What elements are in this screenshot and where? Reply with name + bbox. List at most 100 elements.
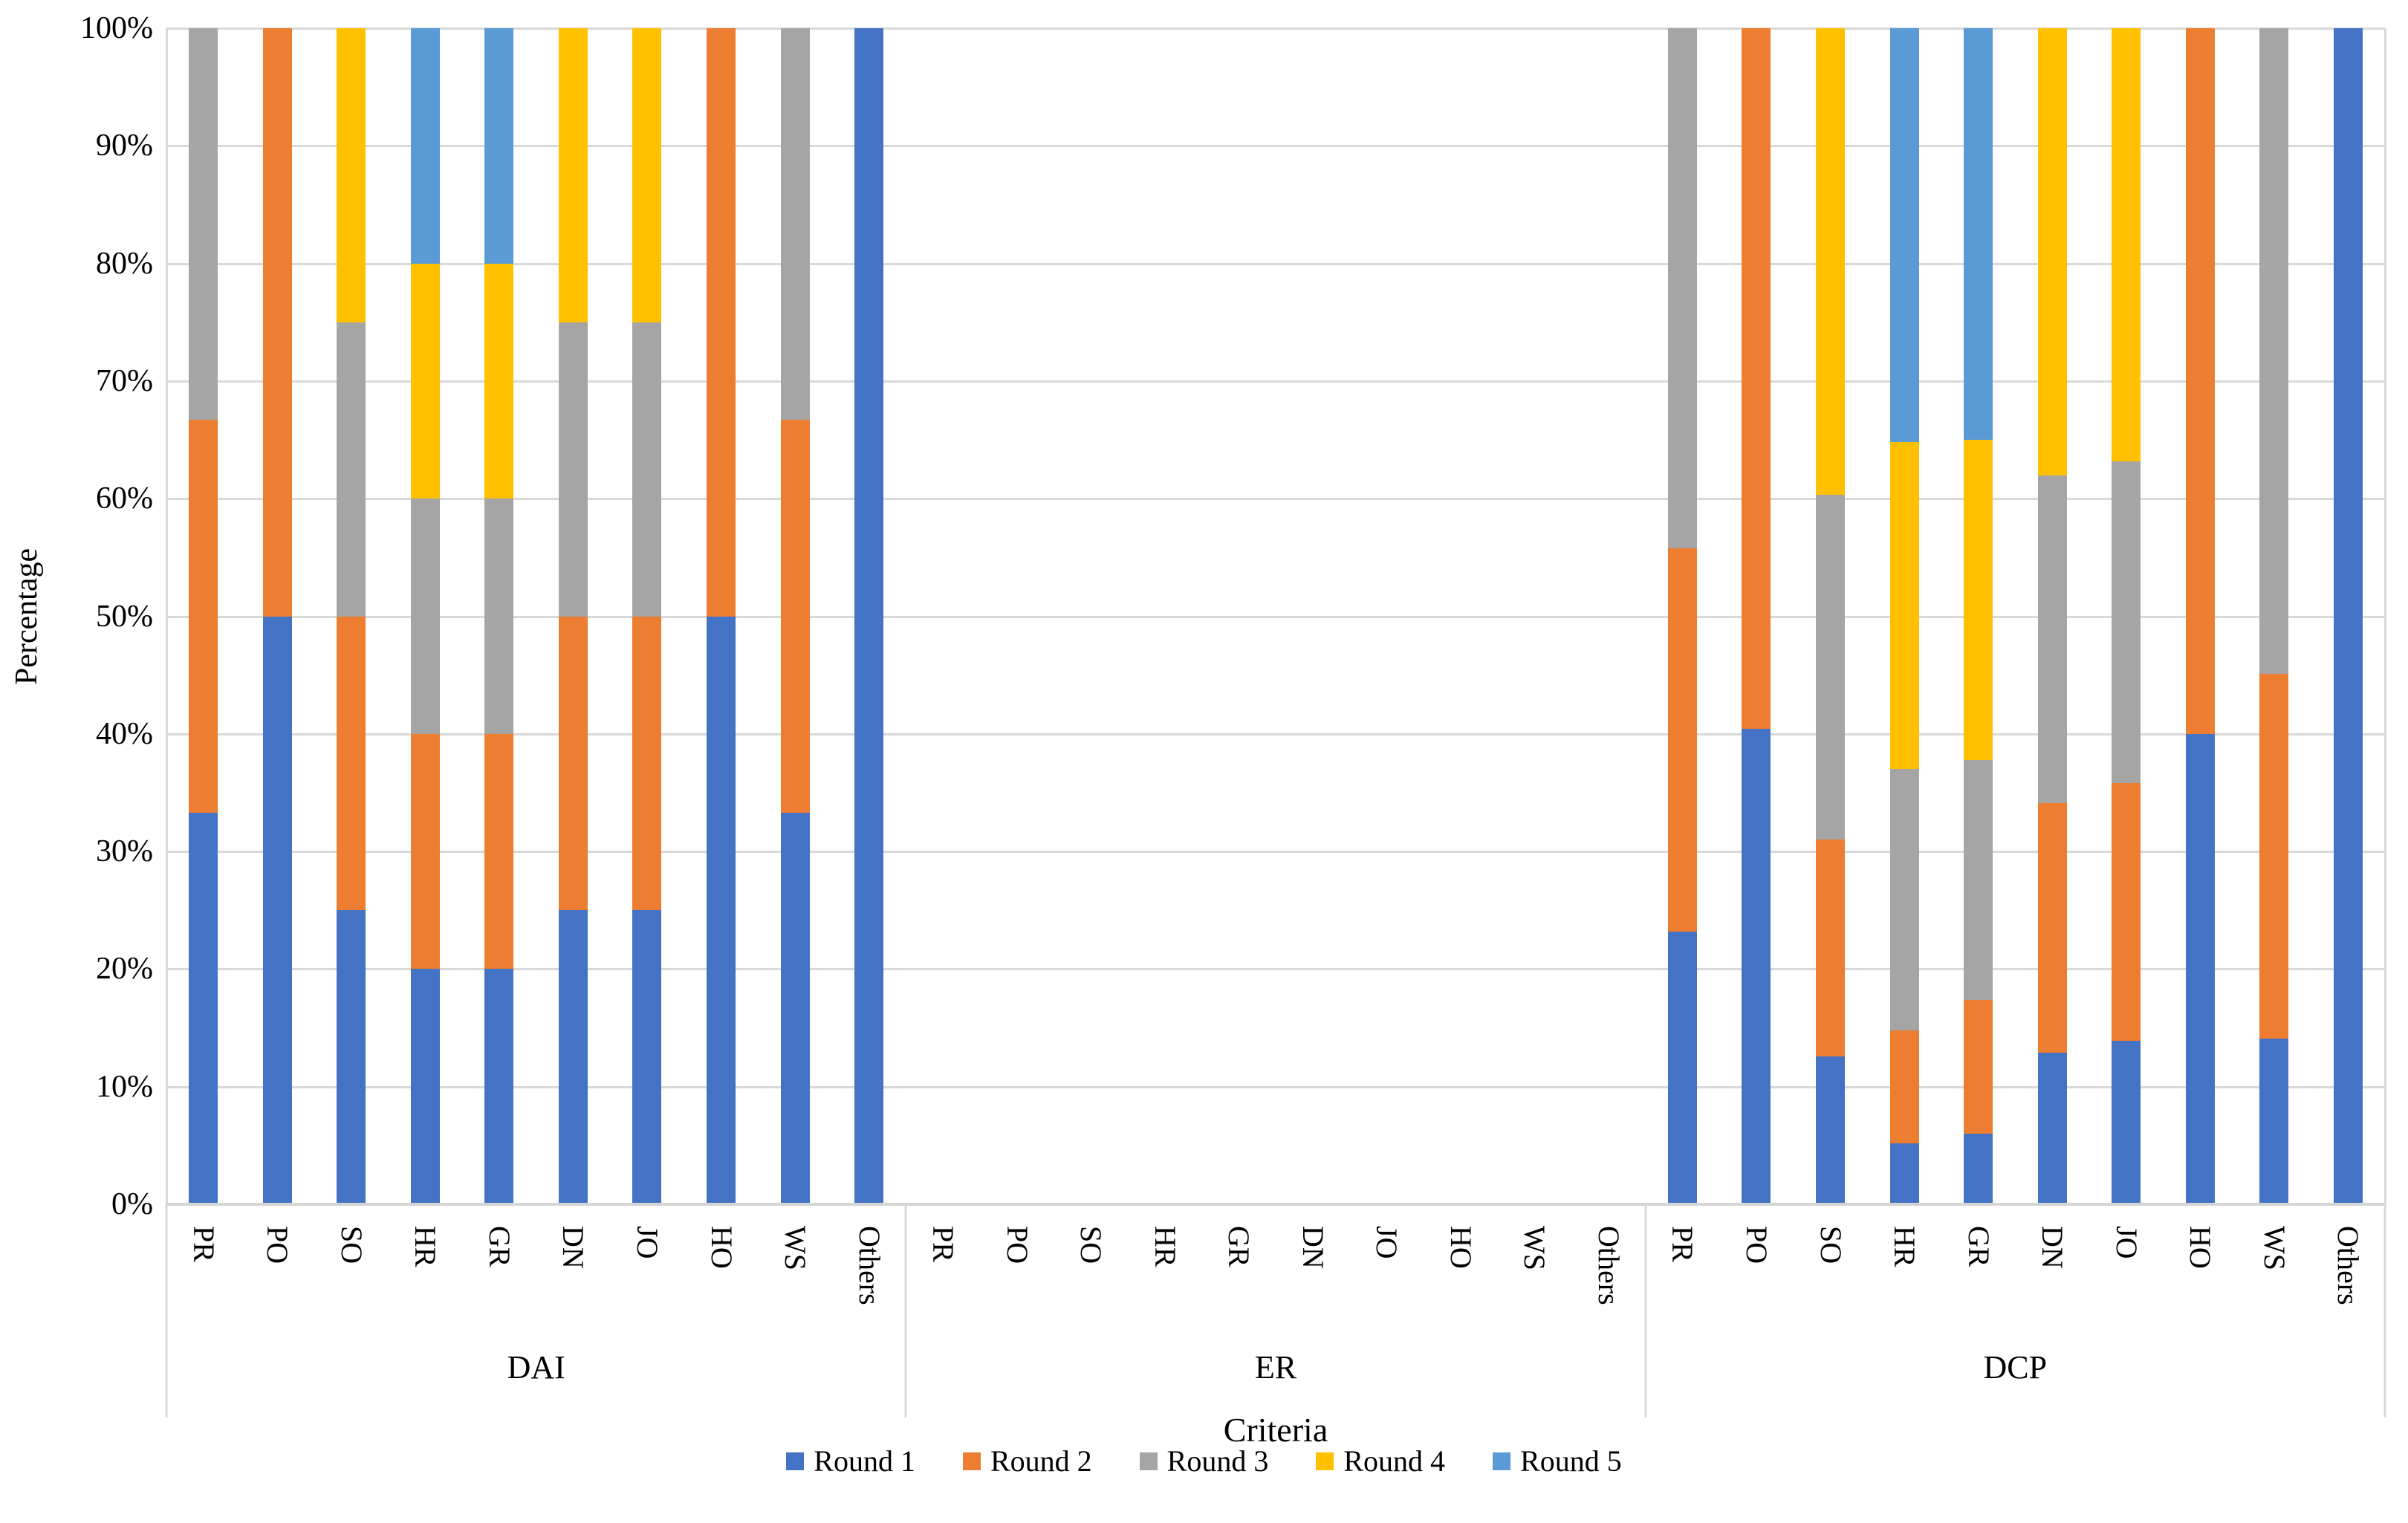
bar-segment-round-4 <box>1816 28 1845 496</box>
gridline <box>166 262 2385 265</box>
gridline <box>166 27 2385 30</box>
category-label-dai-others: Others <box>852 1226 886 1305</box>
bar-segment-round-2 <box>632 616 662 911</box>
y-axis-tick-label: 10% <box>96 1069 153 1104</box>
bar-segment-round-2 <box>337 616 366 911</box>
bar-segment-round-2 <box>558 616 588 911</box>
bar-segment-round-3 <box>1889 769 1919 1030</box>
bar-dai-ws <box>780 28 810 1204</box>
gridline <box>166 1085 2385 1088</box>
category-label-dai-hr: HR <box>409 1226 443 1267</box>
legend-item-round-2: Round 2 <box>962 1444 1092 1478</box>
gridline <box>166 733 2385 735</box>
bar-segment-round-5 <box>484 28 514 264</box>
bar-segment-round-2 <box>2112 783 2141 1041</box>
bar-segment-round-1 <box>1964 1134 1993 1204</box>
bar-dcp-po <box>1742 28 1771 1204</box>
bar-segment-round-5 <box>1889 28 1919 443</box>
bar-dcp-others <box>2333 28 2363 1204</box>
bar-dcp-dn <box>2037 28 2067 1204</box>
bar-dai-ho <box>707 28 736 1204</box>
bar-dai-hr <box>410 28 440 1204</box>
bar-segment-round-2 <box>484 733 514 970</box>
y-axis-tick-label: 40% <box>96 716 153 751</box>
x-axis-line <box>166 1203 2385 1206</box>
bar-segment-round-1 <box>2333 28 2363 1204</box>
legend-label: Round 2 <box>990 1444 1092 1478</box>
bar-segment-round-1 <box>1742 729 1771 1204</box>
bar-dai-others <box>854 28 884 1204</box>
category-label-dai-dn: DN <box>556 1226 591 1269</box>
bar-er-hr <box>1150 28 1179 1204</box>
group-label-dai: DAI <box>507 1349 565 1386</box>
bar-segment-round-2 <box>2259 674 2289 1039</box>
bar-segment-round-2 <box>1667 548 1697 932</box>
bar-segment-round-1 <box>410 969 440 1204</box>
bar-segment-round-4 <box>337 28 366 322</box>
bar-segment-round-3 <box>780 28 810 420</box>
y-axis-tick-label: 60% <box>96 481 153 516</box>
y-axis-tick-label: 70% <box>96 363 153 398</box>
legend: Round 1 Round 2 Round 3 Round 4 Round 5 <box>0 1444 2408 1478</box>
plot-border-line <box>2383 28 2386 1204</box>
bar-segment-round-3 <box>484 499 514 734</box>
bar-dcp-gr <box>1964 28 1993 1204</box>
legend-label: Round 4 <box>1343 1444 1446 1478</box>
category-label-dcp-jo: JO <box>2109 1226 2143 1259</box>
category-label-er-po: PO <box>1000 1226 1034 1264</box>
bar-segment-round-3 <box>1667 28 1697 548</box>
legend-swatch-icon <box>962 1452 981 1470</box>
legend-label: Round 3 <box>1166 1444 1269 1478</box>
gridline <box>166 851 2385 854</box>
category-label-dcp-pr: PR <box>1666 1226 1700 1262</box>
bar-er-others <box>1594 28 1623 1204</box>
bar-dcp-hr <box>1889 28 1919 1204</box>
gridline <box>166 615 2385 618</box>
bar-segment-round-4 <box>410 263 440 499</box>
bar-er-dn <box>1298 28 1327 1204</box>
y-axis-tick-label: 90% <box>96 129 153 163</box>
bar-segment-round-2 <box>189 420 218 813</box>
category-label-dcp-so: SO <box>1814 1226 1848 1264</box>
category-label-er-ws: WS <box>1518 1226 1552 1270</box>
bar-segment-round-1 <box>854 28 884 1204</box>
bar-dcp-jo <box>2112 28 2141 1204</box>
bar-segment-round-4 <box>1889 442 1919 770</box>
bar-er-pr <box>929 28 958 1204</box>
bar-segment-round-1 <box>2185 733 2215 1204</box>
bar-segment-round-3 <box>1816 495 1845 840</box>
bar-segment-round-2 <box>707 28 736 617</box>
category-label-er-gr: GR <box>1222 1226 1256 1267</box>
bar-segment-round-3 <box>189 28 218 420</box>
bar-segment-round-1 <box>189 812 218 1204</box>
bar-segment-round-2 <box>1816 840 1845 1056</box>
bar-er-gr <box>1224 28 1253 1204</box>
category-label-dcp-hr: HR <box>1888 1226 1922 1267</box>
y-axis-tick-label: 20% <box>96 952 153 987</box>
bar-segment-round-1 <box>1816 1056 1845 1204</box>
legend-label: Round 5 <box>1520 1444 1622 1478</box>
category-label-er-so: SO <box>1074 1226 1109 1264</box>
bar-segment-round-2 <box>2037 803 2067 1053</box>
bar-segment-round-2 <box>780 420 810 813</box>
legend-item-round-5: Round 5 <box>1493 1444 1622 1478</box>
category-label-dcp-ws: WS <box>2257 1226 2291 1270</box>
bar-segment-round-3 <box>410 499 440 734</box>
bar-segment-round-4 <box>558 28 588 322</box>
legend-swatch-icon <box>1139 1452 1158 1470</box>
bar-segment-round-5 <box>410 28 440 264</box>
bar-er-po <box>1002 28 1031 1204</box>
y-axis-tick-label: 100% <box>80 11 153 45</box>
category-label-er-ho: HO <box>1444 1226 1478 1269</box>
bar-segment-round-1 <box>558 910 588 1204</box>
bar-segment-round-1 <box>1889 1143 1919 1204</box>
bar-dai-gr <box>484 28 514 1204</box>
gridline <box>166 380 2385 383</box>
group-separator-line <box>165 1204 168 1418</box>
bar-segment-round-4 <box>1964 440 1993 760</box>
bar-segment-round-5 <box>1964 28 1993 441</box>
bar-segment-round-1 <box>262 616 292 1204</box>
bar-segment-round-3 <box>1964 759 1993 1000</box>
y-axis-tick-label: 50% <box>96 599 153 634</box>
